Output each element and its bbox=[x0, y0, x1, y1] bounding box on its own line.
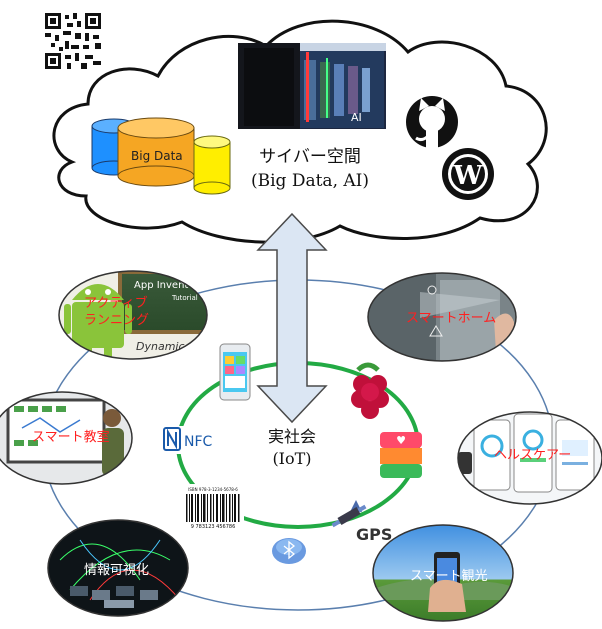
qr-code-icon bbox=[45, 13, 101, 69]
cyber-space-subtitle: (Big Data, AI) bbox=[251, 171, 369, 191]
cyber-space-title: サイバー空間 bbox=[259, 147, 361, 167]
iot-subtitle: (IoT) bbox=[272, 449, 311, 468]
big-data-cylinders: Big Data bbox=[91, 117, 231, 195]
active-running-label-line2: ランニング bbox=[84, 313, 149, 328]
smart-classroom-label: スマート教室 bbox=[32, 429, 110, 445]
active-running-label-line1: アクティブ bbox=[84, 295, 148, 311]
bluetooth-beacon-icon bbox=[272, 538, 306, 564]
visualization-label: 情報可視化 bbox=[84, 563, 149, 578]
gps-icon: GPS bbox=[331, 500, 392, 544]
cyber-space-cloud bbox=[52, 19, 548, 244]
healthcare-label: ヘルスケアー bbox=[494, 448, 571, 463]
svg-text:♥: ♥ bbox=[396, 434, 406, 447]
big-data-label: Big Data bbox=[131, 149, 183, 163]
ai-datacenter-image: AI bbox=[238, 43, 386, 129]
node-smart-classroom: スマート教室 bbox=[0, 391, 133, 485]
ai-label: AI bbox=[351, 111, 362, 124]
orange-cylinder-icon: Big Data bbox=[117, 117, 195, 187]
node-healthcare: ヘルスケアー bbox=[457, 411, 602, 505]
github-icon bbox=[406, 96, 458, 148]
node-smart-home: スマートホーム bbox=[367, 272, 517, 362]
nfc-label: NFC bbox=[184, 434, 213, 450]
svg-text:W: W bbox=[452, 161, 483, 191]
app-inventor-title: App Inventor bbox=[134, 280, 199, 291]
node-smart-tourism: スマート観光 bbox=[372, 524, 514, 622]
barcode-digits: 9 783123 456786 bbox=[191, 524, 236, 530]
node-visualization: 情報可視化 bbox=[47, 519, 189, 617]
dynamic-ad-text: Dynamic Ad bbox=[136, 340, 204, 353]
smart-tourism-label: スマート観光 bbox=[410, 569, 488, 584]
node-active-running: App Inventor Tutorial Dynamic Ad アクティブ ラ… bbox=[58, 270, 208, 360]
cyber-real-double-arrow bbox=[256, 212, 328, 424]
smart-home-label: スマートホーム bbox=[406, 311, 496, 326]
nfc-icon: NFC bbox=[162, 426, 222, 454]
raspberry-pi-icon bbox=[351, 362, 389, 419]
barcode-isbn: ISBN 978-3-1234-5678-6 bbox=[188, 487, 238, 492]
app-inventor-subtitle: Tutorial bbox=[171, 294, 198, 302]
gps-label: GPS bbox=[356, 525, 392, 544]
wordpress-icon: W bbox=[442, 148, 494, 200]
yellow-cylinder-icon bbox=[193, 135, 231, 195]
smartphone-app-icon bbox=[219, 343, 251, 401]
iot-title: 実社会 bbox=[268, 427, 316, 446]
barcode-icon: ISBN 978-3-1234-5678-6 9 783123 456786 bbox=[182, 484, 244, 530]
health-app-icon: ♥ bbox=[380, 432, 422, 478]
